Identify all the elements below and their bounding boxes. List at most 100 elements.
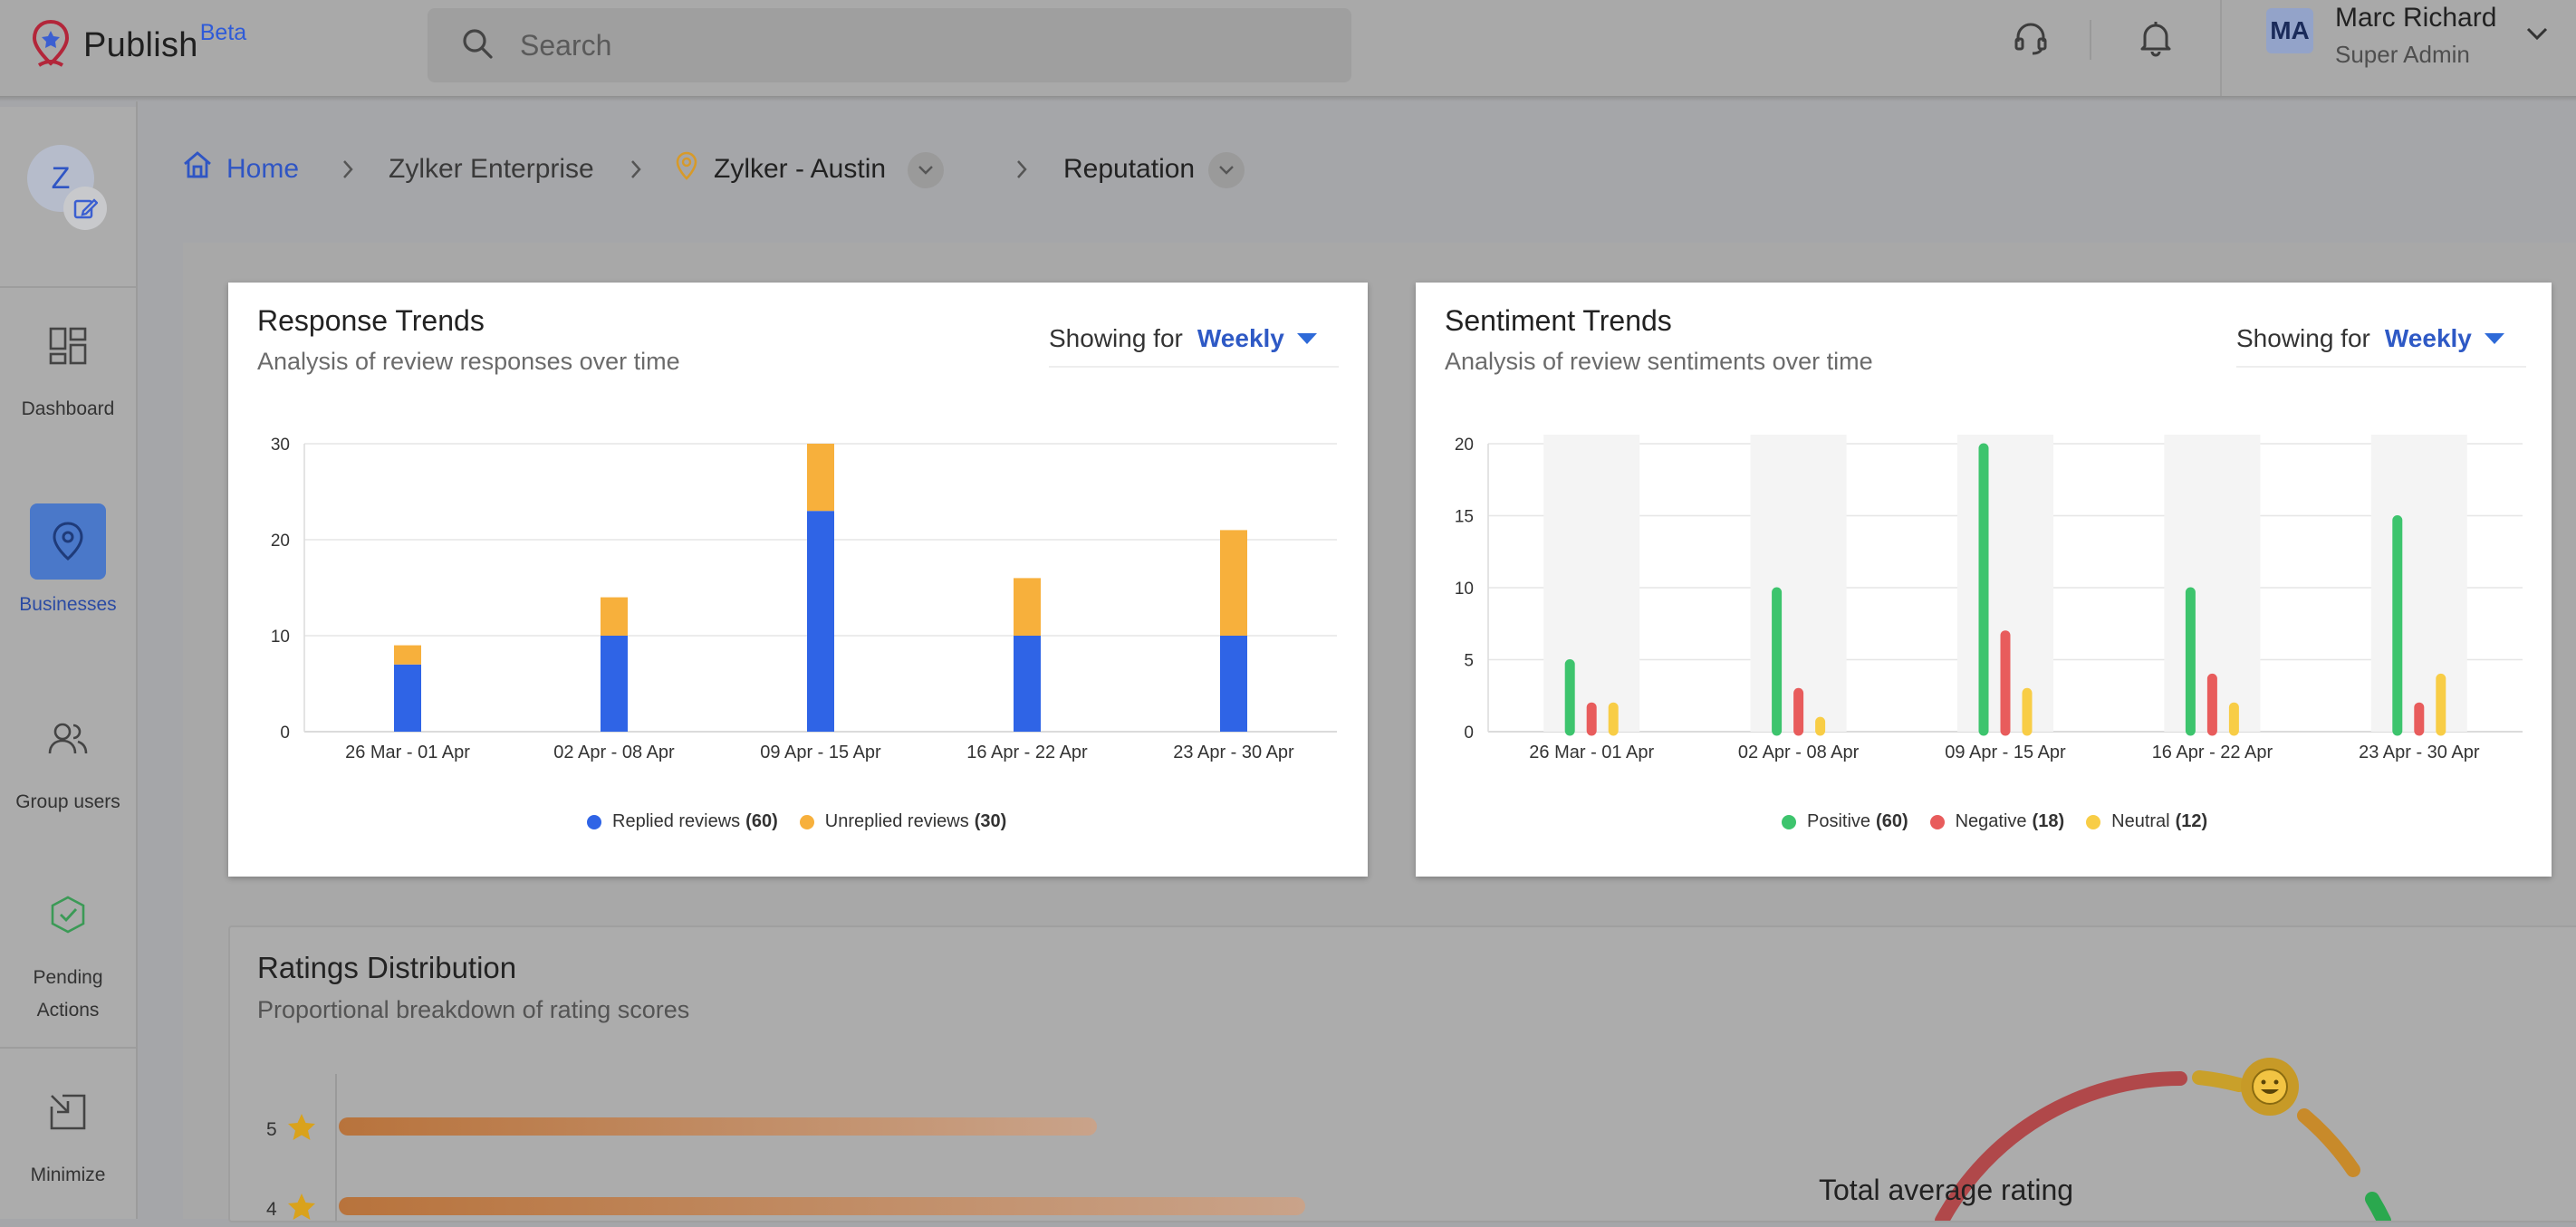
x-tick-label: 26 Mar - 01 Apr [1529,743,1654,762]
breadcrumb-section[interactable]: Reputation [1063,154,1196,184]
bar-unreplied-reviews [1220,530,1247,636]
sidebar-item-businesses[interactable]: Businesses [0,503,136,621]
chevron-right-icon [341,158,355,186]
sidebar-item-label: Pending Actions [33,967,103,1021]
sidebar-item-pending-actions[interactable]: Pending Actions [0,877,136,1027]
bar-replied-reviews [1014,636,1041,732]
app-name: Publish [83,26,198,64]
sidebar-item-label: Group users [15,791,120,812]
period-selector[interactable]: Showing for Weekly [2236,324,2526,368]
search-input[interactable] [518,27,1246,63]
bar-replied-reviews [1220,636,1247,732]
sentiment-trends-card: Sentiment Trends Analysis of review sent… [1416,283,2552,877]
location-dropdown[interactable] [908,152,944,188]
sidebar-item-label: Minimize [30,1165,106,1185]
card-subtitle: Proportional breakdown of rating scores [257,996,690,1023]
chart-legend: Positive (60) Negative (18) Neutral (12) [1782,811,2229,832]
section-dropdown[interactable] [1208,152,1245,188]
legend-label: Negative [1955,811,2027,831]
breadcrumb-location[interactable]: Zylker - Austin [714,154,887,184]
bar-replied-reviews [601,636,628,732]
legend-item[interactable]: Positive (60) [1782,811,1908,832]
response-trends-card: Response Trends Analysis of review respo… [228,283,1368,877]
sidebar-item-group-users[interactable]: Group users [0,701,136,819]
sidebar [0,107,138,1219]
x-tick-label: 23 Apr - 30 Apr [2359,743,2480,762]
card-subtitle: Analysis of review responses over time [257,348,680,375]
legend-dot [799,814,814,829]
caret-down-icon [1296,333,1317,344]
caret-down-icon [2484,333,2504,344]
location-pin-icon [30,503,106,580]
beta-badge: Beta [199,20,247,45]
legend-label: Neutral [2111,811,2170,831]
legend-count: (60) [745,811,778,831]
sidebar-item-minimize[interactable]: Minimize [0,1074,136,1192]
avatar[interactable]: MA [2266,8,2313,53]
period-selector[interactable]: Showing for Weekly [1049,324,1339,368]
toolbar-divider [2090,20,2091,60]
legend-item[interactable]: Replied reviews (60) [587,811,778,832]
legend-dot [1782,814,1796,829]
home-icon[interactable] [181,149,214,196]
legend-item[interactable]: Negative (18) [1929,811,2065,832]
gauge-arc-mid [2192,1070,2246,1092]
chevron-right-icon [629,158,643,186]
category-band [2370,435,2467,732]
gauge-label: Total average rating [1819,1174,2074,1206]
top-bar-shadow [0,96,2576,101]
period-value[interactable]: Weekly [1197,324,1284,352]
brand[interactable]: Publish Beta [31,18,246,73]
edit-icon[interactable] [63,187,107,230]
showing-label: Showing for [2236,324,2370,352]
card-title: Response Trends [257,304,485,337]
y-tick-label: 0 [280,724,290,743]
legend-item[interactable]: Unreplied reviews (30) [799,811,1007,832]
x-tick-label: 02 Apr - 08 Apr [553,743,675,762]
bar-unreplied-reviews [394,645,421,665]
chevron-down-icon[interactable] [2525,25,2549,46]
y-tick-label: 5 [1464,652,1474,671]
rating-stars-value: 4 [266,1198,277,1220]
location-pin-icon [674,150,699,197]
sidebar-divider [0,1047,136,1049]
legend-item[interactable]: Neutral (12) [2086,811,2207,832]
breadcrumb-enterprise[interactable]: Zylker Enterprise [389,154,594,184]
bar-replied-reviews [394,664,421,732]
x-tick-label: 23 Apr - 30 Apr [1173,743,1294,762]
ratings-axis [335,1074,337,1221]
x-tick-label: 26 Mar - 01 Apr [345,743,470,762]
breadcrumb-home[interactable]: Home [226,154,300,184]
legend-dot [587,814,601,829]
legend-count: (18) [2032,811,2065,831]
legend-count: (12) [2175,811,2208,831]
bar-replied-reviews [807,511,834,732]
period-value[interactable]: Weekly [2384,324,2472,352]
notification-bell-icon[interactable] [2132,14,2179,62]
sentiment-trends-chart: 0 5 10 15 20 26 Mar - 01 Apr 02 Apr - 08 Apr 09… [1455,435,2523,762]
rating-row[interactable]: 5 [266,1112,317,1147]
support-headset-icon[interactable] [2007,14,2054,62]
rating-gauge [1935,1070,2391,1221]
rating-row[interactable]: 4 [266,1192,317,1227]
org-initial: Z [51,160,71,196]
shield-check-icon [30,877,106,953]
users-icon [30,701,106,777]
category-band [1543,435,1640,732]
card-title: Ratings Distribution [257,951,517,984]
y-tick-label: 10 [1455,580,1474,599]
rating-bar[interactable] [339,1197,1305,1215]
user-name[interactable]: Marc Richard [2335,3,2497,33]
star-icon [286,1192,317,1227]
gauge-arc-low [1935,1071,2187,1221]
y-tick-label: 0 [1464,724,1474,743]
y-tick-label: 15 [1455,508,1474,527]
legend-count: (30) [974,811,1007,831]
search-bar[interactable] [428,8,1351,82]
smiley-icon [2241,1058,2299,1116]
sidebar-item-dashboard[interactable]: Dashboard [0,308,136,426]
legend-label: Positive [1807,811,1871,831]
x-tick-label: 02 Apr - 08 Apr [1738,743,1860,762]
rating-bar[interactable] [339,1117,1097,1136]
legend-label: Unreplied reviews [824,811,969,831]
